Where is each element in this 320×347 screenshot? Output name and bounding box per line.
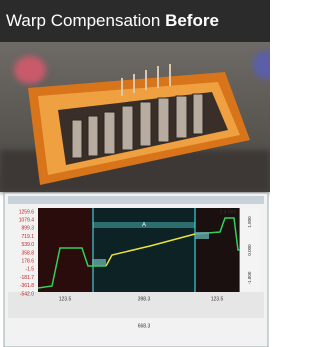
y-label: -361.8 — [20, 283, 34, 289]
y-label: 178.6 — [21, 259, 34, 265]
segment-label: 123.5 — [211, 296, 224, 302]
screenshot: Warp Compensation Before — [0, 0, 270, 347]
y-label: 358.8 — [21, 250, 34, 256]
segment-label: 123.5 — [59, 296, 72, 302]
right-label: 0.000 — [247, 244, 252, 256]
segment-label: 398.3 — [138, 296, 151, 302]
total-length: 668.3 — [138, 323, 151, 329]
y-label: 719.1 — [21, 234, 34, 240]
photo — [0, 42, 270, 192]
profile-panel — [4, 193, 268, 347]
right-label: 1.800 — [247, 216, 252, 228]
y-label: 899.3 — [21, 226, 34, 232]
header-title: Warp Compensation Before — [6, 11, 219, 30]
y-label: 539.0 — [21, 242, 34, 248]
y-label: -181.7 — [20, 275, 34, 281]
y-label: 1259.6 — [19, 209, 35, 215]
y-label: 1079.4 — [19, 218, 35, 224]
right-label: -1.800 — [247, 271, 252, 284]
top-note: 2.4 mm — [220, 209, 237, 215]
y-label: -542.0 — [20, 291, 34, 297]
segment-marker: A — [142, 223, 146, 229]
y-label: -1.5 — [25, 267, 34, 273]
